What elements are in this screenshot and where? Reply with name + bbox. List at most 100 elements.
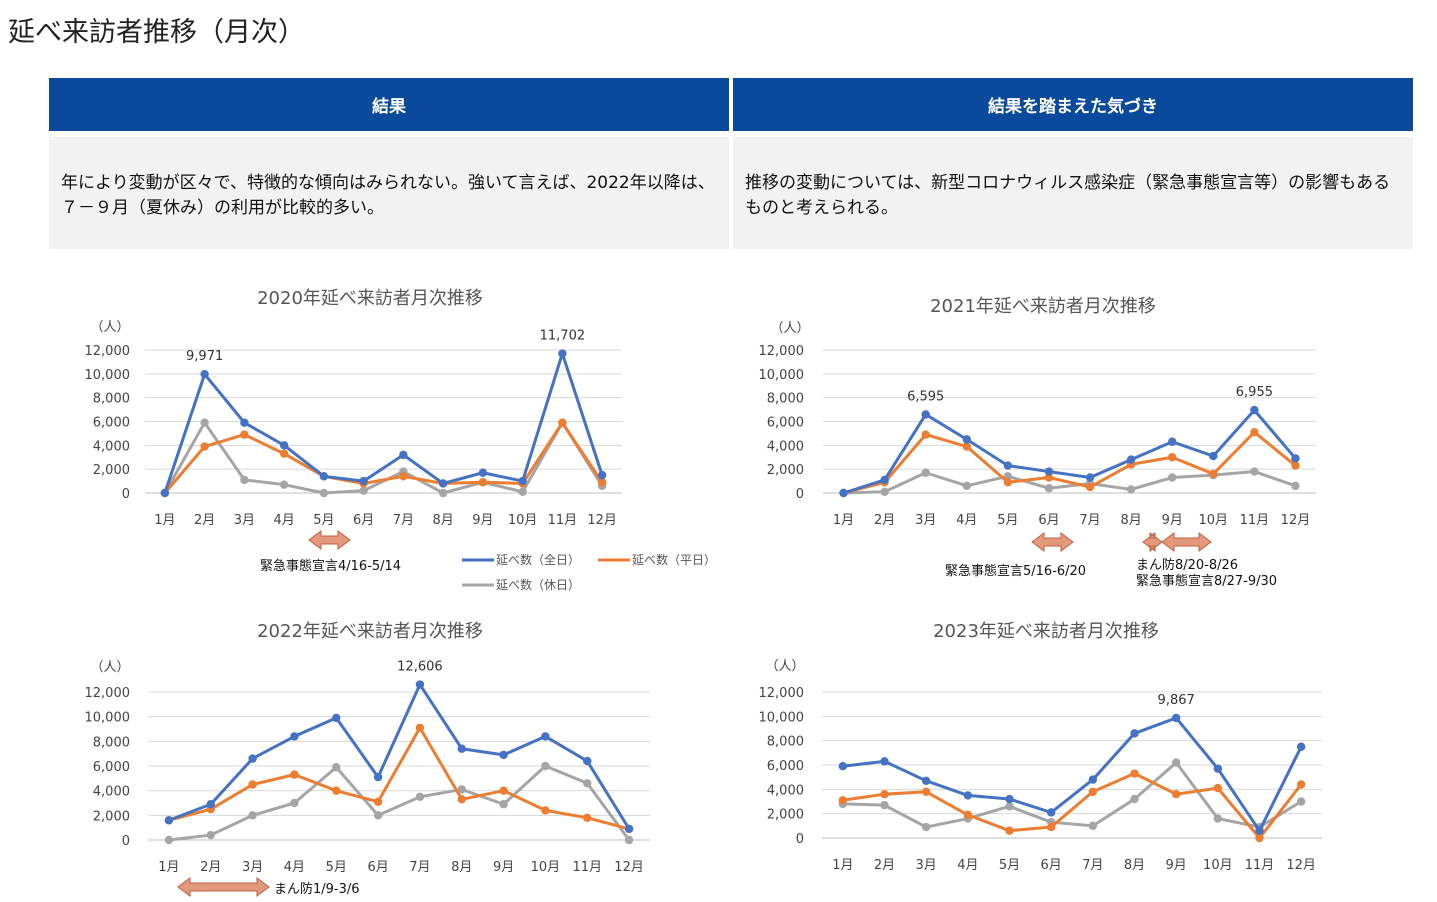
data-point: [332, 786, 341, 795]
data-point: [597, 478, 607, 487]
data-point: [200, 418, 209, 427]
data-point: [248, 754, 257, 763]
data-point: [1088, 821, 1098, 831]
data-point: [478, 468, 488, 477]
x-tick-label: 12月: [614, 860, 644, 875]
data-point: [1044, 473, 1054, 482]
data-point: [206, 830, 215, 840]
data-point: [1171, 713, 1181, 723]
data-point: [1213, 764, 1223, 773]
data-point: [541, 806, 550, 815]
y-tick-label: 10,000: [759, 368, 805, 383]
y-axis-label: （人）: [90, 660, 129, 675]
data-point: [838, 796, 848, 805]
data-point: [1088, 775, 1098, 784]
data-label: 6,955: [1236, 385, 1273, 400]
x-tick-label: 12月: [587, 513, 617, 528]
x-tick-label: 4月: [956, 513, 977, 528]
period-caption: まん防1/9-3/6: [274, 881, 360, 897]
y-tick-label: 4,000: [767, 783, 804, 798]
period-arrow-0: [308, 530, 351, 550]
data-point: [373, 797, 383, 806]
data-point: [1296, 742, 1306, 751]
x-tick-label: 1月: [158, 860, 179, 875]
x-tick-label: 4月: [273, 513, 294, 528]
y-tick-label: 12,000: [85, 686, 131, 701]
period-arrow-1: [1031, 532, 1074, 552]
series-line-0: [163, 352, 604, 494]
x-tick-label: 8月: [451, 860, 472, 875]
x-tick-label: 2月: [874, 513, 895, 528]
data-point: [499, 786, 508, 795]
data-point: [962, 442, 971, 451]
x-tick-label: 3月: [242, 860, 263, 875]
data-point: [921, 468, 930, 477]
data-point: [1168, 473, 1177, 482]
data-point: [1168, 453, 1177, 462]
x-tick-label: 11月: [1240, 513, 1270, 528]
data-point: [1213, 783, 1223, 793]
data-point: [248, 780, 257, 789]
data-point: [399, 472, 408, 481]
y-axis-label: （人）: [770, 321, 809, 336]
data-point: [399, 450, 408, 460]
data-point: [319, 488, 329, 498]
y-tick-label: 8,000: [93, 735, 130, 750]
x-tick-label: 11月: [572, 860, 602, 875]
x-tick-label: 11月: [548, 513, 578, 528]
data-point: [1130, 769, 1139, 778]
x-tick-label: 4月: [284, 860, 305, 875]
data-point: [290, 770, 299, 779]
period-caption: 緊急事態宣言4/16-5/14: [260, 558, 401, 574]
x-tick-label: 6月: [1038, 513, 1059, 528]
data-point: [1046, 822, 1056, 832]
data-point: [1046, 808, 1056, 817]
data-point: [478, 478, 488, 487]
data-point: [1044, 484, 1054, 493]
data-point: [240, 430, 249, 439]
series-line-0: [168, 683, 631, 830]
data-point: [319, 472, 329, 481]
data-point: [332, 713, 341, 723]
data-point: [499, 800, 508, 809]
series-line-1: [168, 726, 630, 831]
insights-header: 結果を踏まえた気づき: [733, 78, 1413, 131]
data-point: [880, 475, 889, 485]
insights-body: 推移の変動については、新型コロナウィルス感染症（緊急事態宣言等）の影響もあるもの…: [733, 137, 1413, 249]
data-point: [1209, 451, 1218, 461]
period-caption: 緊急事態宣言5/16-6/20: [945, 563, 1086, 579]
data-point: [583, 779, 592, 788]
data-point: [164, 835, 174, 845]
data-point: [415, 680, 425, 689]
y-tick-label: 12,000: [759, 686, 805, 701]
x-tick-label: 9月: [1166, 858, 1187, 873]
data-point: [624, 824, 634, 834]
data-point: [1168, 437, 1177, 446]
data-point: [279, 480, 289, 489]
data-point: [373, 772, 383, 782]
x-tick-label: 5月: [313, 513, 334, 528]
series-line-1: [163, 421, 604, 494]
data-point: [541, 761, 550, 771]
period-caption: 緊急事態宣言8/27-9/30: [1136, 573, 1277, 589]
y-tick-label: 12,000: [759, 344, 805, 359]
chart-title: 2021年延べ来訪者月次推移: [930, 296, 1156, 317]
x-tick-label: 6月: [367, 860, 388, 875]
data-point: [373, 811, 383, 820]
x-tick-label: 7月: [1079, 513, 1100, 528]
x-tick-label: 9月: [472, 513, 493, 528]
results-body: 年により変動が区々で、特徴的な傾向はみられない。強いて言えば、2022年以降は、…: [49, 137, 729, 249]
x-tick-label: 7月: [393, 513, 414, 528]
data-point: [1255, 833, 1264, 843]
x-tick-label: 12月: [1281, 513, 1311, 528]
x-tick-label: 10月: [1199, 513, 1229, 528]
x-tick-label: 1月: [833, 513, 854, 528]
data-point: [839, 488, 848, 498]
data-point: [1003, 461, 1013, 470]
data-point: [1088, 787, 1098, 796]
data-point: [1126, 485, 1136, 494]
data-point: [962, 481, 971, 491]
data-point: [921, 410, 930, 419]
series-line-0: [843, 408, 1297, 495]
